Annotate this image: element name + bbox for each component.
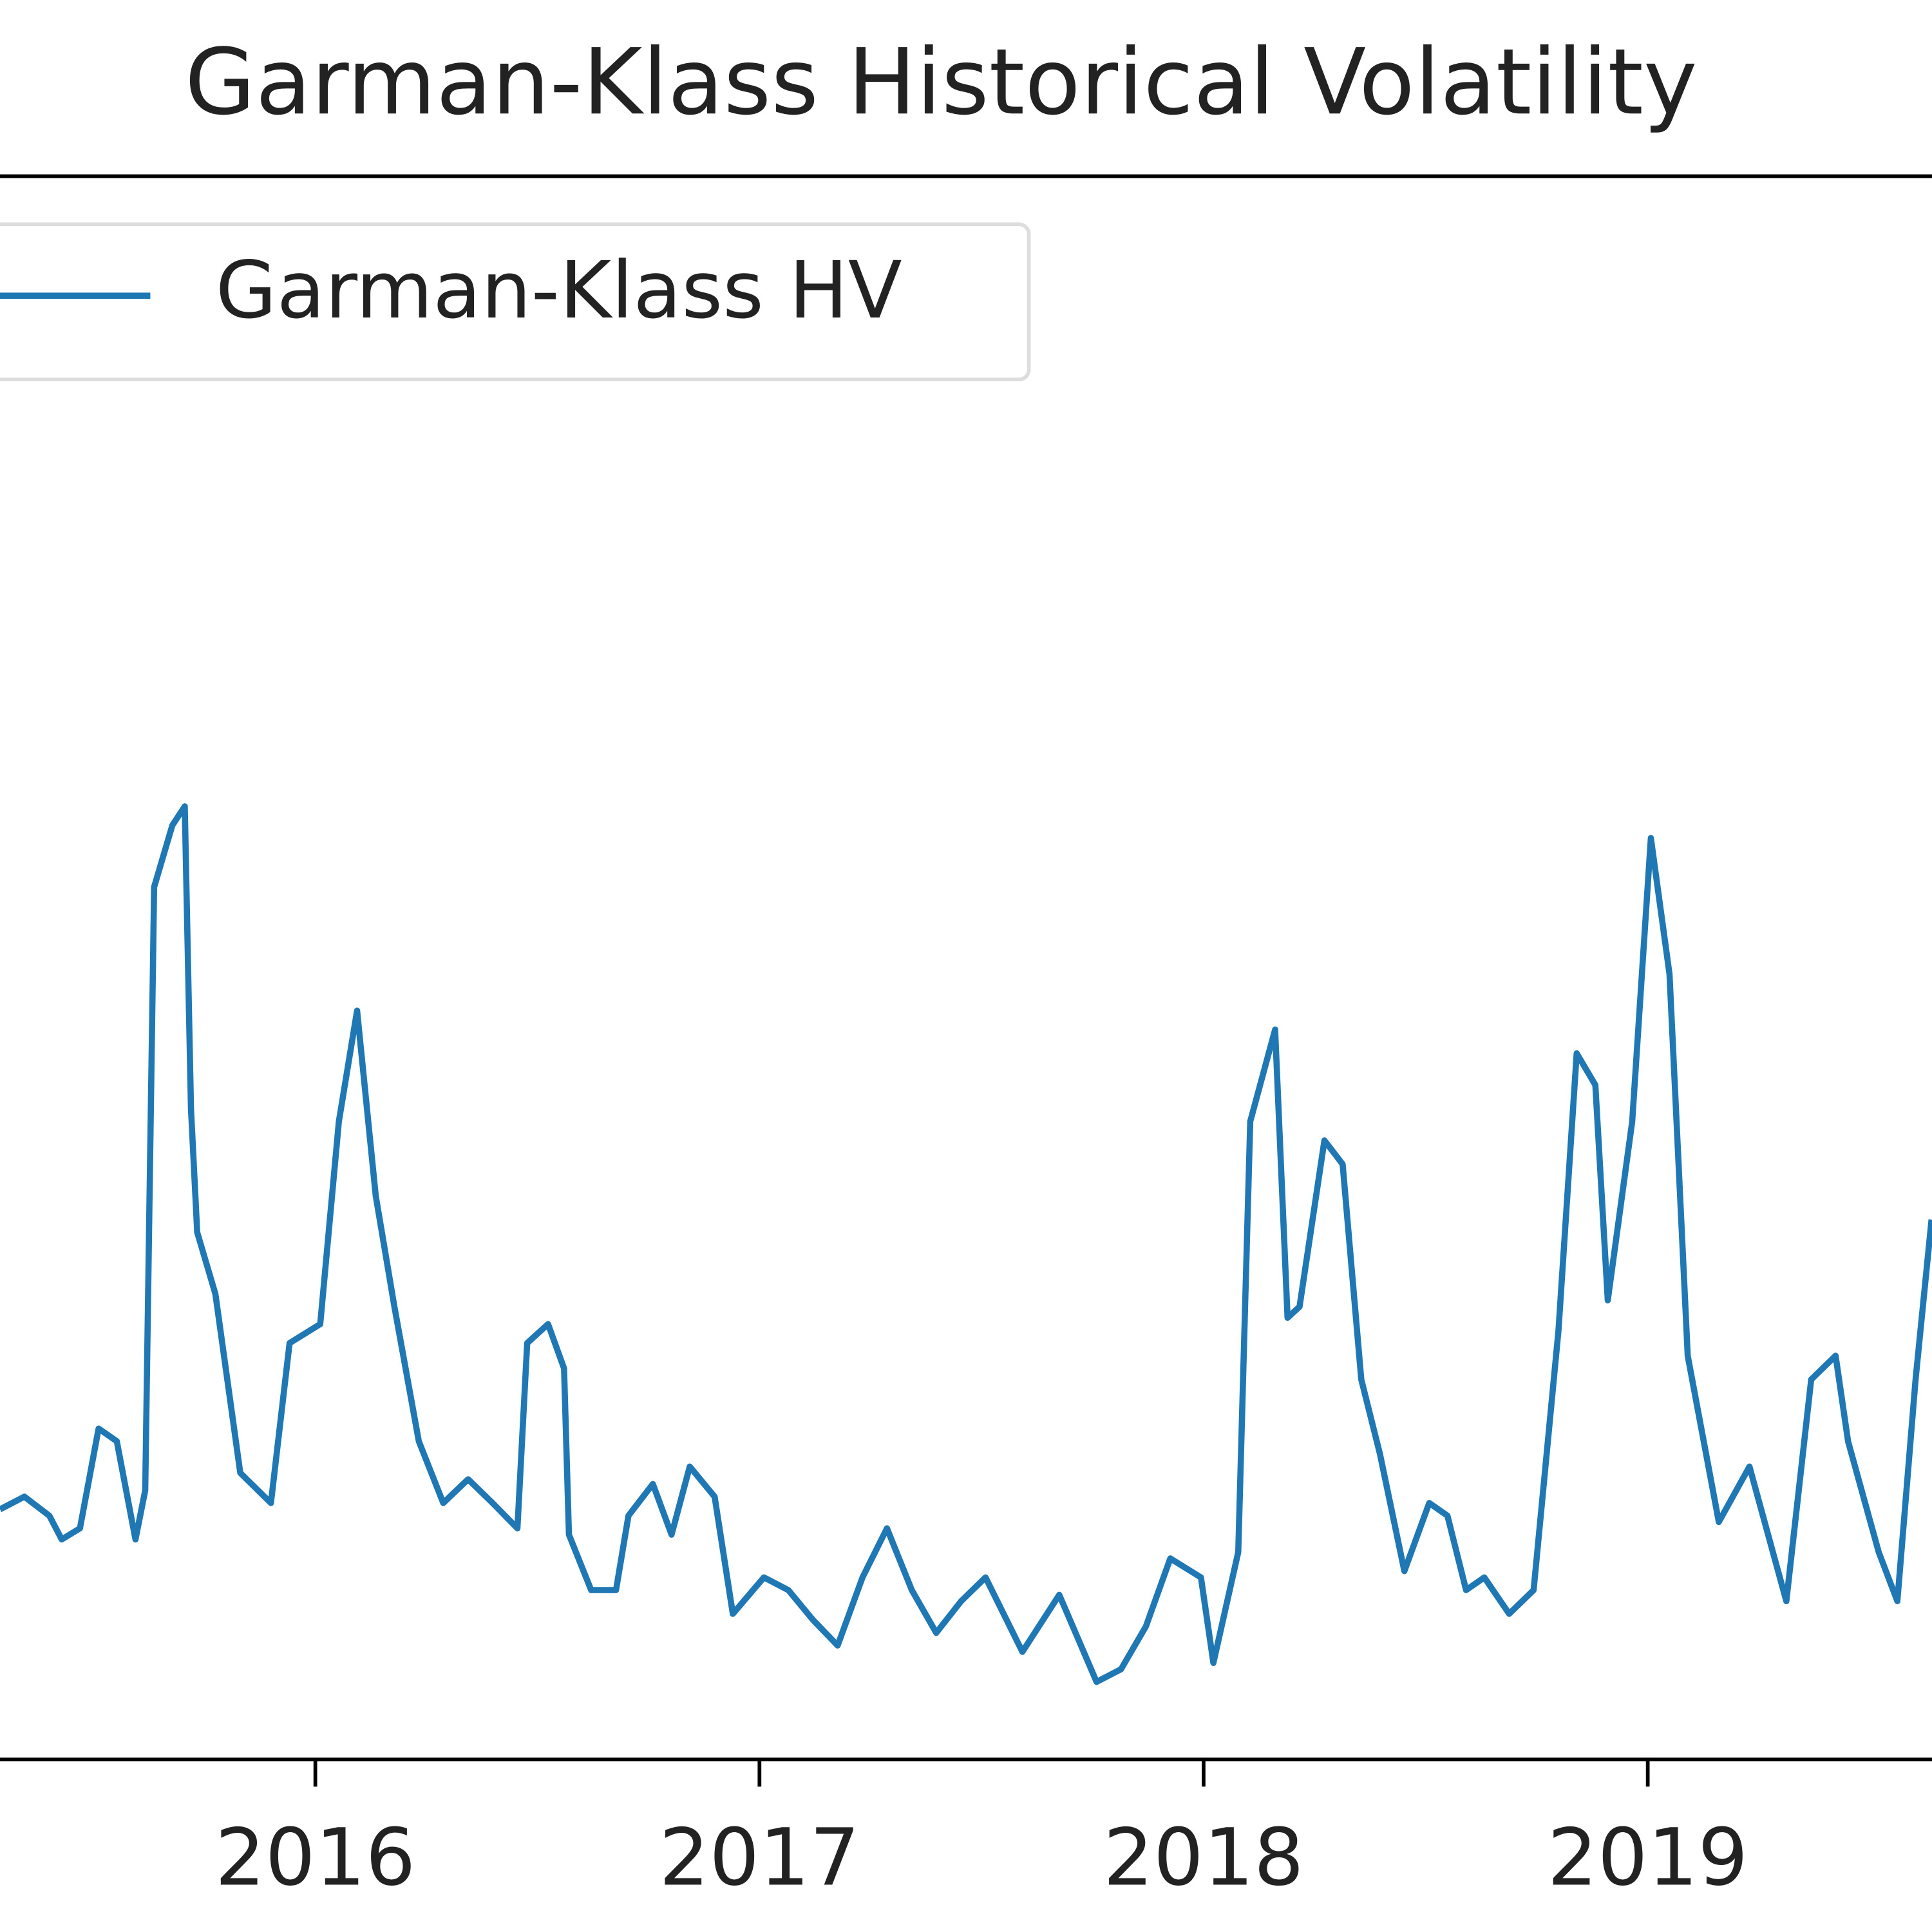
x-tick-label: 2017	[659, 1812, 860, 1904]
legend-box	[0, 222, 1031, 382]
legend-label: Garman-Klass HV	[216, 244, 902, 336]
x-tick-label: 2019	[1548, 1812, 1748, 1904]
x-tick-label: 2016	[215, 1812, 416, 1904]
chart-title: Garman-Klass Historical Volatility	[185, 30, 1698, 135]
x-tick-label: 2018	[1103, 1812, 1304, 1904]
data-line	[0, 803, 1932, 1685]
